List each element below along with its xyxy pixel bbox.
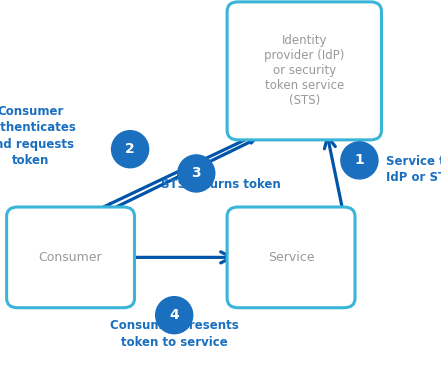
FancyBboxPatch shape: [227, 2, 381, 140]
Text: 2: 2: [125, 142, 135, 156]
FancyBboxPatch shape: [227, 207, 355, 308]
Text: Identity
provider (IdP)
or security
token service
(STS): Identity provider (IdP) or security toke…: [264, 34, 344, 107]
Text: Service trusts
IdP or STS: Service trusts IdP or STS: [386, 155, 441, 185]
Text: Consumer presents
token to service: Consumer presents token to service: [110, 319, 239, 349]
Text: Service: Service: [268, 251, 314, 264]
Ellipse shape: [178, 155, 215, 192]
Text: 4: 4: [169, 308, 179, 322]
Text: Consumer
authenticates
and requests
token: Consumer authenticates and requests toke…: [0, 105, 77, 167]
Text: Consumer: Consumer: [39, 251, 102, 264]
Text: 1: 1: [355, 153, 364, 167]
Ellipse shape: [156, 297, 193, 334]
Text: 3: 3: [191, 166, 201, 181]
Text: STS returns token: STS returns token: [161, 178, 280, 191]
Ellipse shape: [341, 142, 378, 179]
Ellipse shape: [112, 131, 149, 168]
FancyBboxPatch shape: [7, 207, 135, 308]
